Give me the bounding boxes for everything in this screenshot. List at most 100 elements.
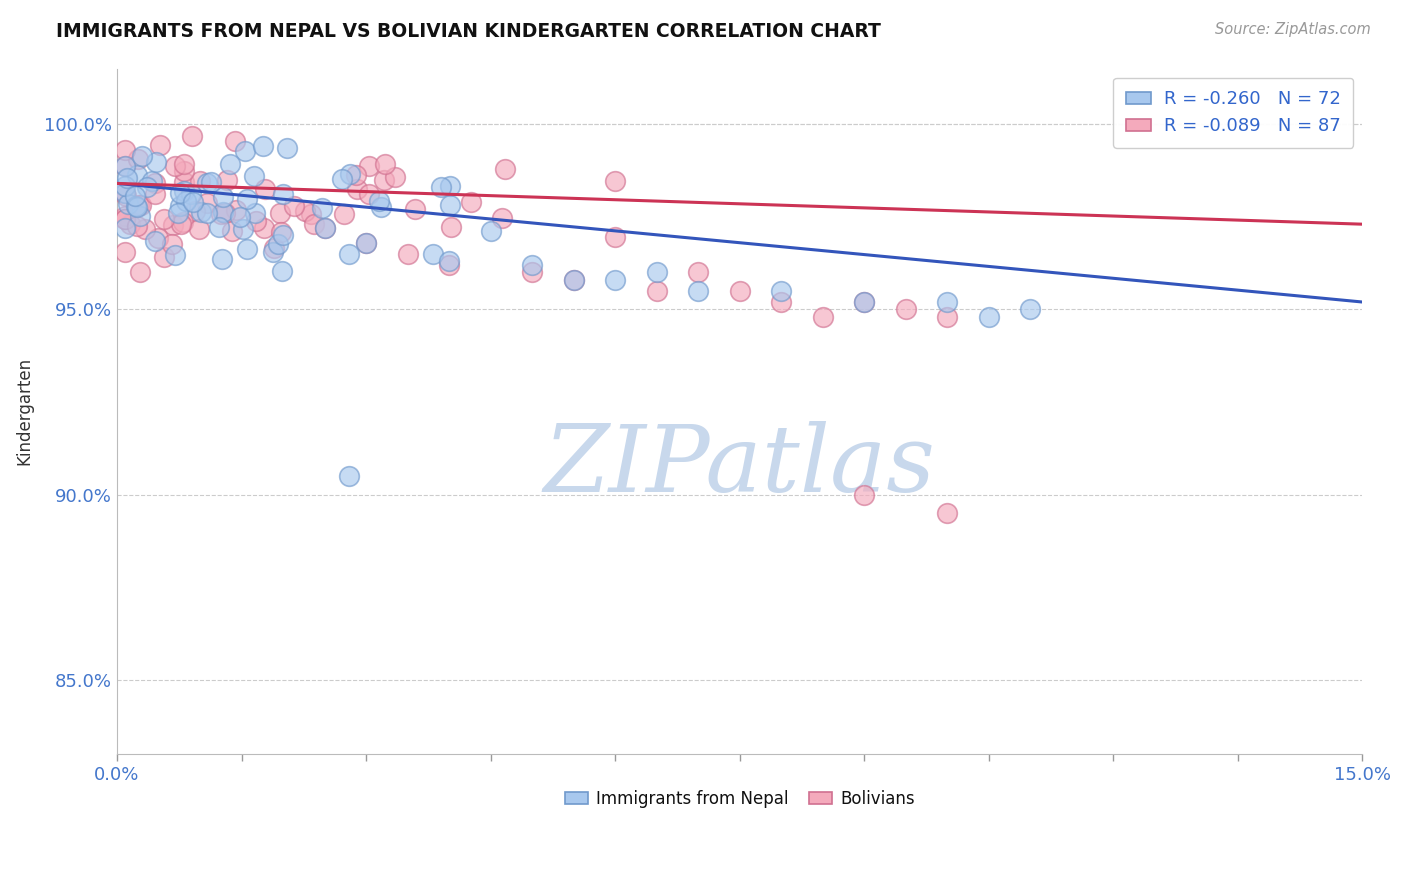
Y-axis label: Kindergarten: Kindergarten — [15, 358, 32, 466]
Point — [170, 217, 193, 231]
Point — [276, 140, 298, 154]
Point — [128, 265, 150, 279]
Point — [114, 179, 136, 194]
Point — [125, 219, 148, 234]
Point — [195, 176, 218, 190]
Point — [605, 173, 627, 187]
Point — [114, 211, 136, 226]
Point — [243, 169, 266, 183]
Point — [141, 174, 163, 188]
Point — [145, 155, 167, 169]
Point — [131, 149, 153, 163]
Point — [977, 310, 1000, 324]
Point — [262, 244, 284, 259]
Point — [396, 247, 419, 261]
Point — [936, 310, 959, 324]
Point — [263, 241, 285, 255]
Point — [479, 223, 502, 237]
Point — [229, 210, 252, 224]
Point — [494, 161, 516, 176]
Point — [190, 205, 212, 219]
Point — [333, 207, 356, 221]
Point — [135, 179, 157, 194]
Point — [208, 220, 231, 235]
Point — [299, 207, 322, 221]
Point — [225, 202, 247, 217]
Point — [180, 186, 202, 201]
Point — [253, 220, 276, 235]
Point — [330, 172, 353, 186]
Point — [149, 138, 172, 153]
Point — [152, 250, 174, 264]
Point — [195, 206, 218, 220]
Point — [173, 175, 195, 189]
Point — [211, 252, 233, 267]
Point — [188, 174, 211, 188]
Point — [169, 186, 191, 201]
Point — [359, 187, 381, 202]
Point — [115, 170, 138, 185]
Point — [114, 244, 136, 259]
Point — [165, 159, 187, 173]
Point — [339, 167, 361, 181]
Point — [811, 310, 834, 324]
Point — [770, 295, 793, 310]
Point — [439, 197, 461, 211]
Point — [605, 273, 627, 287]
Point — [373, 156, 395, 170]
Point — [173, 157, 195, 171]
Point — [128, 198, 150, 212]
Point — [215, 173, 238, 187]
Point — [124, 188, 146, 202]
Point — [430, 180, 453, 194]
Point — [232, 222, 254, 236]
Point — [314, 220, 336, 235]
Point — [770, 284, 793, 298]
Point — [460, 195, 482, 210]
Point — [200, 175, 222, 189]
Point — [184, 204, 207, 219]
Point — [339, 469, 361, 483]
Point — [125, 200, 148, 214]
Text: IMMIGRANTS FROM NEPAL VS BOLIVIAN KINDERGARTEN CORRELATION CHART: IMMIGRANTS FROM NEPAL VS BOLIVIAN KINDER… — [56, 22, 882, 41]
Text: ZIPatlas: ZIPatlas — [544, 421, 935, 511]
Point — [221, 224, 243, 238]
Point — [114, 159, 136, 173]
Point — [114, 143, 136, 157]
Point — [302, 217, 325, 231]
Point — [645, 265, 668, 279]
Point — [209, 206, 232, 220]
Point — [728, 284, 751, 298]
Point — [134, 222, 156, 236]
Point — [520, 265, 543, 279]
Point — [440, 219, 463, 234]
Point — [271, 264, 294, 278]
Point — [129, 198, 152, 212]
Point — [437, 254, 460, 268]
Point — [173, 164, 195, 178]
Point — [245, 214, 267, 228]
Point — [354, 235, 377, 250]
Point — [153, 212, 176, 227]
Point — [160, 236, 183, 251]
Point — [346, 182, 368, 196]
Point — [562, 273, 585, 287]
Point — [214, 206, 236, 220]
Point — [894, 302, 917, 317]
Point — [146, 231, 169, 245]
Point — [339, 247, 361, 261]
Point — [269, 206, 291, 220]
Point — [853, 295, 876, 310]
Point — [562, 273, 585, 287]
Point — [344, 168, 367, 182]
Point — [128, 210, 150, 224]
Point — [114, 186, 136, 201]
Point — [688, 265, 710, 279]
Point — [405, 202, 427, 217]
Point — [1019, 302, 1042, 317]
Point — [143, 187, 166, 202]
Point — [195, 195, 218, 210]
Point — [270, 225, 292, 239]
Point — [368, 194, 391, 209]
Point — [253, 182, 276, 196]
